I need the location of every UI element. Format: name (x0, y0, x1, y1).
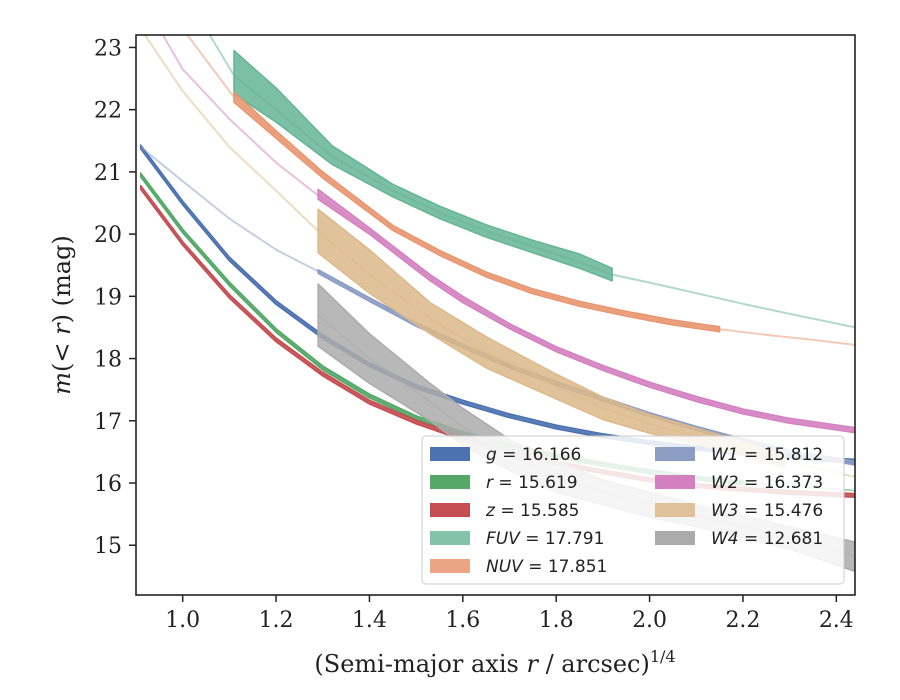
ticks-layer: 1.0 1.2 1.4 1.6 1.8 2.0 2.2 2.4 15 16 17 18 19 20 21 22… (94, 36, 854, 633)
legend-label-z: z = 15.585 (485, 501, 579, 521)
legend: g = 16.166 r = 15.619 z = 15.585 FUV = 1… (421, 435, 845, 585)
legend-box (421, 435, 845, 585)
legend-label-w3: W3 = 15.476 (711, 501, 823, 521)
y-tick-label: 20 (94, 223, 122, 248)
series-band-w2 (317, 188, 855, 434)
legend-swatch-w1 (655, 447, 695, 461)
plot-frame (135, 34, 856, 596)
legend-label-g: g = 16.166 (486, 445, 581, 465)
y-tick-label: 18 (94, 348, 122, 373)
y-tick-label: 16 (94, 472, 122, 497)
x-axis-label: (Semi-major axis r / arcsec)1/4 (314, 647, 675, 678)
x-tick-label: 1.4 (352, 608, 387, 633)
x-tick-label: 1.8 (539, 608, 574, 633)
y-tick-label: 17 (94, 410, 122, 435)
legend-swatch-g (430, 447, 470, 461)
legend-label-w2: W2 = 16.373 (711, 473, 823, 493)
legend-swatch-r (430, 475, 470, 489)
y-tick-label: 23 (94, 36, 122, 61)
x-tick-label: 1.6 (445, 608, 480, 633)
legend-swatch-nuv (430, 559, 470, 573)
legend-swatch-z (430, 503, 470, 517)
legend-label-w1: W1 = 15.812 (711, 445, 823, 465)
legend-swatch-w3 (655, 503, 695, 517)
y-tick-label: 15 (94, 534, 122, 559)
x-tick-label: 1.2 (259, 608, 294, 633)
series-band-z (139, 184, 855, 499)
series-band-fuv (233, 49, 613, 282)
y-axis-label: m(< r) (mag) (48, 235, 76, 395)
x-tick-label: 2.0 (632, 608, 667, 633)
y-tick-label: 22 (94, 99, 122, 124)
x-tick-label: 1.0 (165, 608, 200, 633)
legend-swatch-w2 (655, 475, 695, 489)
legend-label-fuv: FUV = 17.791 (486, 529, 604, 549)
legend-label-r: r = 15.619 (486, 473, 578, 493)
legend-swatch-fuv (430, 531, 470, 545)
series-band-nuv (233, 91, 721, 333)
legend-label-nuv: NUV = 17.851 (486, 557, 607, 577)
y-tick-label: 21 (94, 161, 122, 186)
legend-label-w4: W4 = 12.681 (711, 529, 823, 549)
y-tick-label: 19 (94, 285, 122, 310)
x-tick-label: 2.4 (819, 608, 854, 633)
x-tick-label: 2.2 (725, 608, 760, 633)
legend-swatch-w4 (655, 531, 695, 545)
